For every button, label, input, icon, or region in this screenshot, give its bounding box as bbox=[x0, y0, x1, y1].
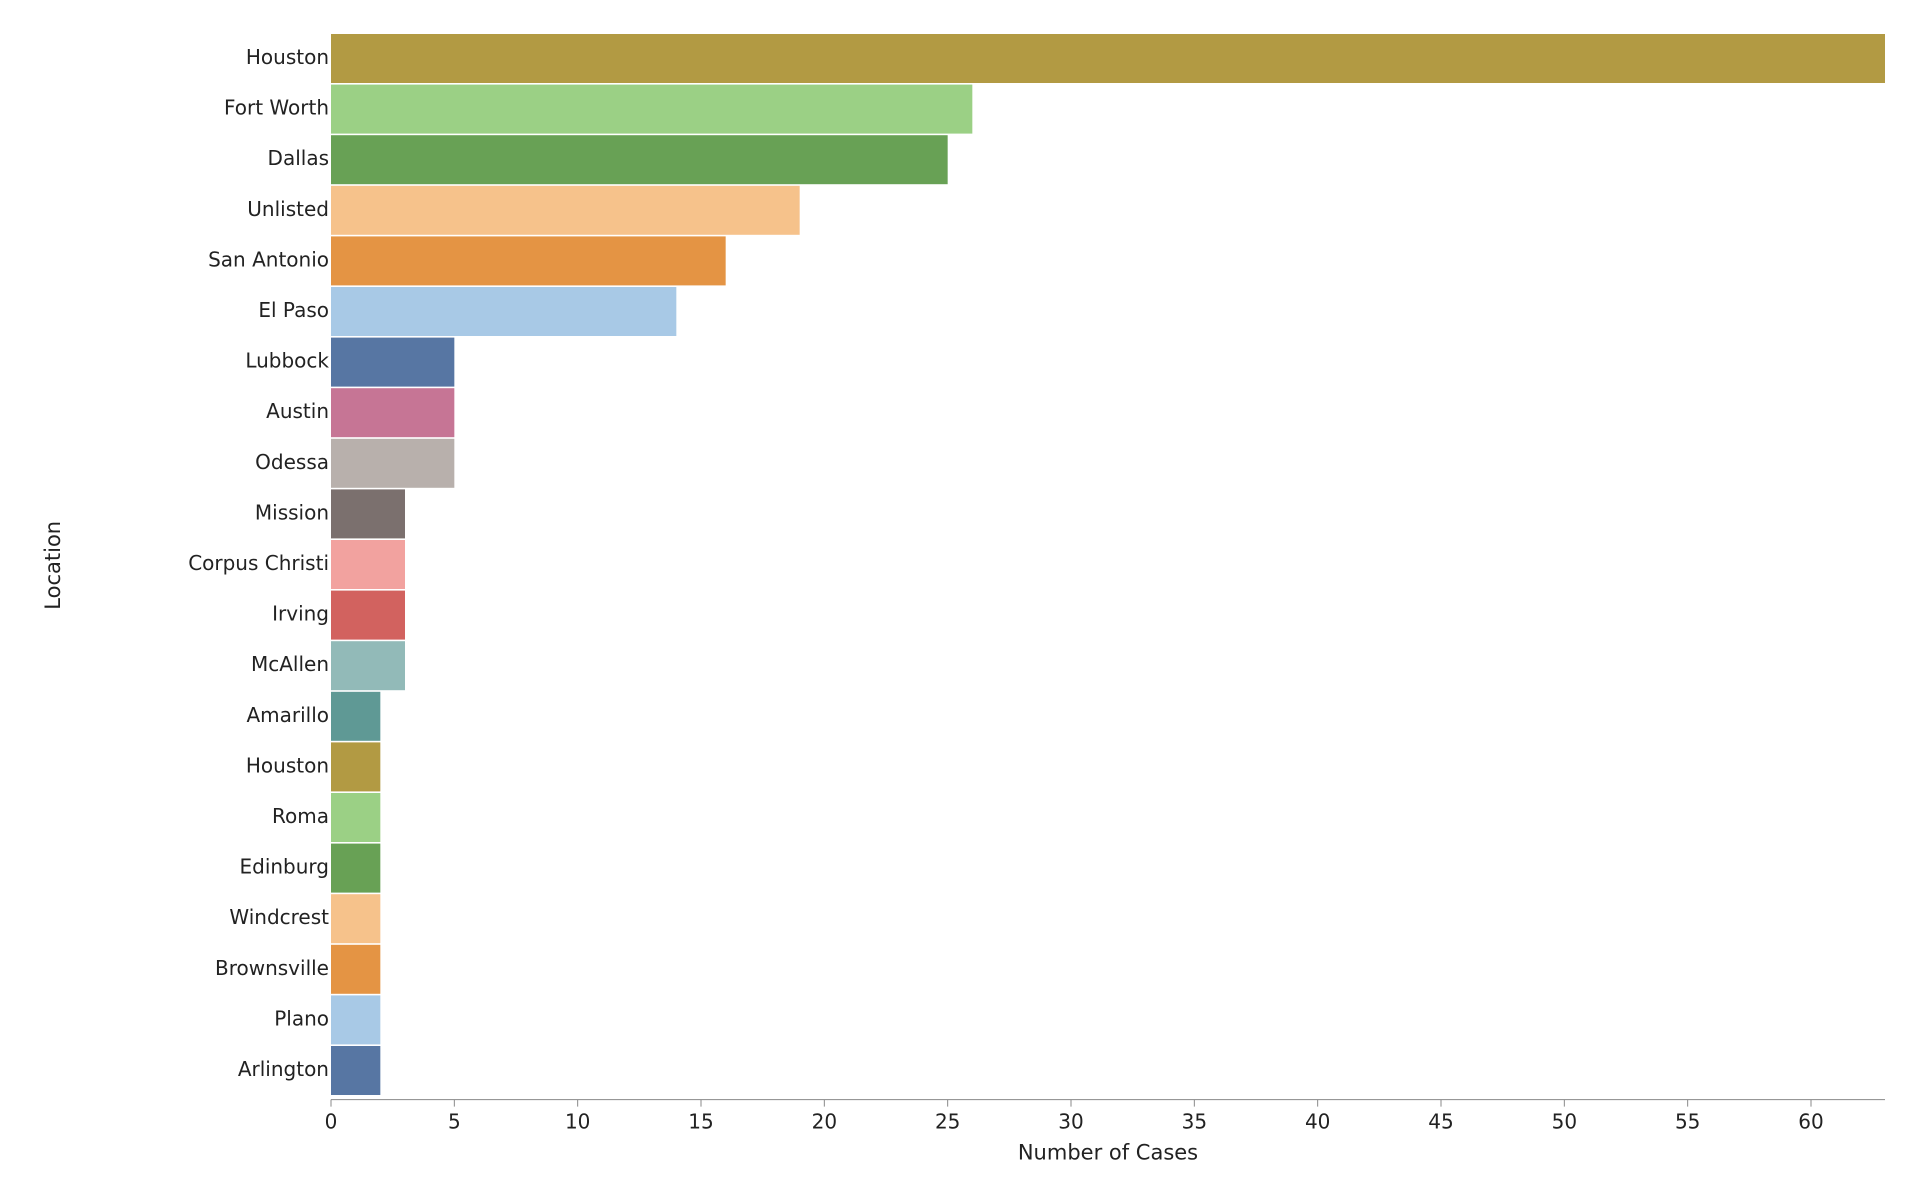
category-label-10: Corpus Christi bbox=[188, 551, 329, 575]
bar-15 bbox=[331, 793, 381, 842]
x-tick-label-10: 50 bbox=[1552, 1110, 1577, 1134]
bar-14 bbox=[331, 742, 381, 792]
category-label-20: Arlington bbox=[238, 1057, 329, 1081]
bar-3 bbox=[331, 185, 800, 235]
x-tick-label-0: 0 bbox=[325, 1110, 338, 1134]
x-tick-label-1: 5 bbox=[448, 1110, 461, 1134]
bar-7 bbox=[331, 388, 455, 438]
bar-2 bbox=[331, 135, 948, 185]
category-label-5: El Paso bbox=[258, 298, 329, 322]
bar-0 bbox=[331, 34, 1885, 83]
category-label-3: Unlisted bbox=[247, 197, 329, 221]
category-label-0: Houston bbox=[246, 45, 329, 69]
category-label-12: McAllen bbox=[251, 652, 329, 676]
category-label-7: Austin bbox=[266, 399, 329, 423]
bar-4 bbox=[331, 236, 726, 286]
bar-18 bbox=[331, 944, 381, 994]
bar-20 bbox=[331, 1046, 381, 1095]
bar-17 bbox=[331, 894, 381, 944]
category-label-4: San Antonio bbox=[208, 247, 329, 271]
category-labels: Houston Fort Worth Dallas Unlisted San Anton… bbox=[188, 45, 329, 1081]
bar-12 bbox=[331, 641, 405, 691]
x-tick-label-8: 40 bbox=[1305, 1110, 1330, 1134]
category-label-2: Dallas bbox=[268, 146, 329, 170]
x-tick-label-6: 30 bbox=[1058, 1110, 1083, 1134]
bar-6 bbox=[331, 337, 455, 387]
category-label-6: Lubbock bbox=[245, 349, 329, 373]
category-label-11: Irving bbox=[272, 602, 329, 626]
x-tick-label-11: 55 bbox=[1675, 1110, 1700, 1134]
category-label-18: Brownsville bbox=[215, 956, 329, 980]
x-tick-label-5: 25 bbox=[935, 1110, 960, 1134]
bar-13 bbox=[331, 691, 381, 741]
category-label-14: Houston bbox=[246, 753, 329, 777]
x-tick-label-12: 60 bbox=[1798, 1110, 1823, 1134]
bar-5 bbox=[331, 287, 677, 336]
x-tick-label-4: 20 bbox=[812, 1110, 837, 1134]
bar-9 bbox=[331, 489, 405, 539]
bar-8 bbox=[331, 438, 455, 488]
category-label-19: Plano bbox=[274, 1006, 329, 1030]
bars-layer bbox=[331, 34, 1885, 1095]
x-axis: 0 5 10 15 20 25 30 35 40 45 50 55 60 bbox=[325, 1099, 1885, 1134]
bar-1 bbox=[331, 84, 973, 134]
y-axis-title: Location bbox=[41, 521, 65, 610]
bar-19 bbox=[331, 995, 381, 1045]
bar-11 bbox=[331, 590, 405, 640]
category-label-16: Edinburg bbox=[239, 855, 329, 879]
bar-10 bbox=[331, 540, 405, 589]
x-tick-label-7: 35 bbox=[1182, 1110, 1207, 1134]
category-label-8: Odessa bbox=[255, 450, 329, 474]
category-label-13: Amarillo bbox=[246, 703, 329, 727]
bar-16 bbox=[331, 843, 381, 893]
category-label-1: Fort Worth bbox=[224, 96, 329, 120]
x-tick-label-3: 15 bbox=[688, 1110, 713, 1134]
x-tick-label-9: 45 bbox=[1428, 1110, 1453, 1134]
category-label-9: Mission bbox=[255, 500, 329, 524]
x-tick-label-2: 10 bbox=[565, 1110, 590, 1134]
x-axis-title: Number of Cases bbox=[1018, 1141, 1198, 1165]
category-label-15: Roma bbox=[272, 804, 329, 828]
category-label-17: Windcrest bbox=[229, 905, 329, 929]
